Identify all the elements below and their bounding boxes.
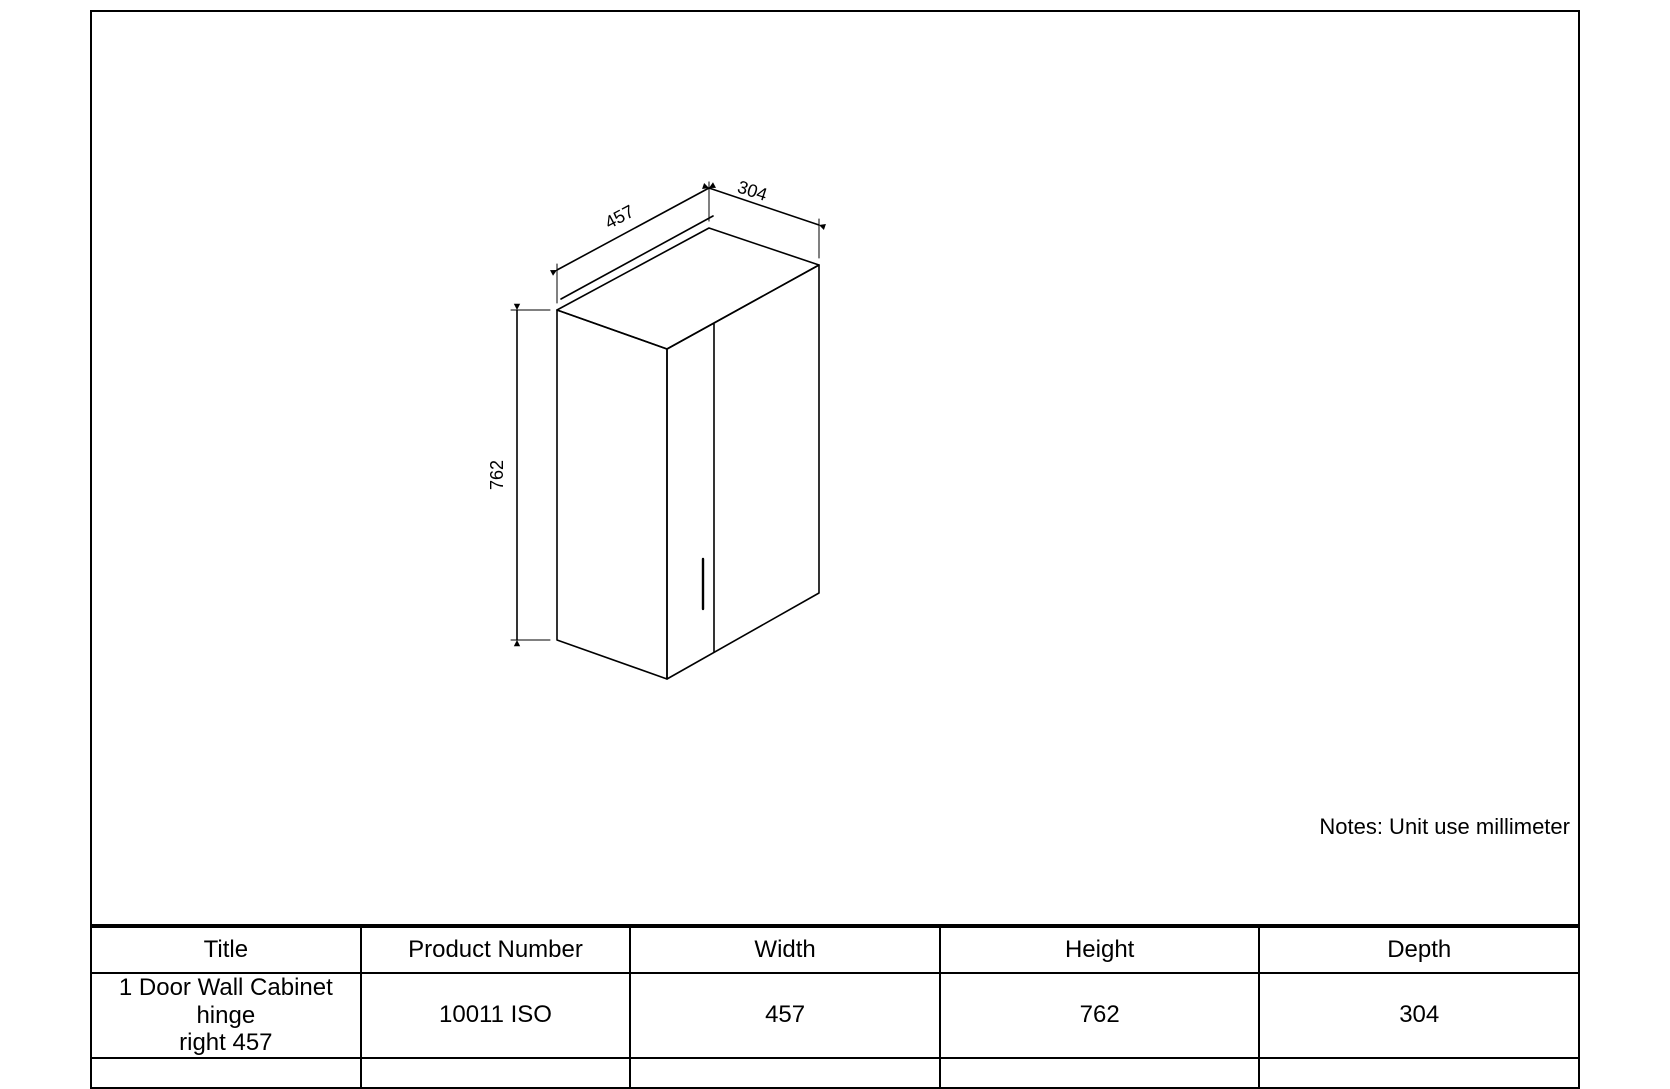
header-depth: Depth xyxy=(1259,927,1579,973)
table-row xyxy=(91,1058,1579,1088)
value-title: 1 Door Wall Cabinet hingeright 457 xyxy=(91,973,361,1058)
table-row: Title Product Number Width Height Depth xyxy=(91,927,1579,973)
empty-cell xyxy=(91,1058,361,1088)
header-product-number: Product Number xyxy=(361,927,631,973)
svg-text:457: 457 xyxy=(601,201,637,233)
title-block-table: Title Product Number Width Height Depth … xyxy=(90,926,1580,1089)
empty-cell xyxy=(630,1058,940,1088)
svg-text:762: 762 xyxy=(487,460,507,490)
header-height: Height xyxy=(940,927,1260,973)
header-title: Title xyxy=(91,927,361,973)
value-depth: 304 xyxy=(1259,973,1579,1058)
header-width: Width xyxy=(630,927,940,973)
empty-cell xyxy=(1259,1058,1579,1088)
empty-cell xyxy=(940,1058,1260,1088)
drawing-canvas: 457 304 762 xyxy=(0,0,1670,930)
value-product-number: 10011 ISO xyxy=(361,973,631,1058)
value-height: 762 xyxy=(940,973,1260,1058)
empty-cell xyxy=(361,1058,631,1088)
notes-text: Notes: Unit use millimeter xyxy=(1319,814,1570,840)
value-width: 457 xyxy=(630,973,940,1058)
table-row: 1 Door Wall Cabinet hingeright 457 10011… xyxy=(91,973,1579,1058)
svg-text:304: 304 xyxy=(735,177,770,205)
